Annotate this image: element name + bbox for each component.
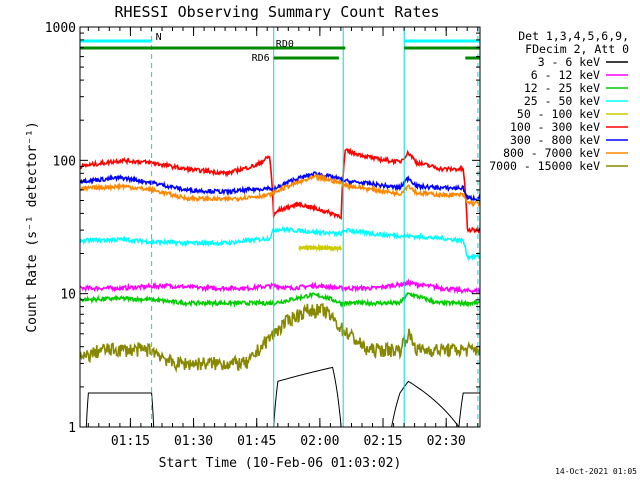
plot-area [80, 27, 480, 427]
legend-label-300-800-kev: 300 - 800 keV [510, 133, 600, 147]
series-line-800-7000-kev [80, 173, 480, 208]
x-tick-label: 02:30 [427, 434, 466, 449]
series-line-100-300-kev [80, 147, 480, 234]
legend-label-800-7000-kev: 800 - 7000 keV [503, 146, 600, 160]
legend-label-3-6-kev: 3 - 6 keV [538, 55, 600, 69]
legend: Det 1,3,4,5,6,9,FDecim 2, Att 03 - 6 keV… [489, 29, 629, 173]
footer-timestamp: 14-Oct-2021 01:05 [555, 467, 637, 476]
chart-title: RHESSI Observing Summary Count Rates [114, 3, 439, 21]
x-tick-label: 02:15 [363, 434, 402, 449]
series-line-6-12-kev [80, 278, 480, 295]
legend-label-6-12-kev: 6 - 12 keV [531, 68, 600, 82]
series-line-3-6-kev [80, 366, 480, 427]
legend-label-50-100-kev: 50 - 100 keV [517, 107, 600, 121]
x-tick-label: 01:45 [237, 434, 276, 449]
flag-label-rd6: RD6 [252, 53, 270, 64]
y-tick-label: 1000 [45, 21, 76, 36]
legend-label-100-300-kev: 100 - 300 keV [510, 120, 600, 134]
series-line-7000-15000-kev [80, 302, 480, 374]
series-line-25-50-kev [80, 225, 480, 262]
flag-label-n: N [156, 32, 162, 43]
x-axis: 01:15 01:30 01:45 02:00 02:15 02:30 [87, 27, 479, 449]
series-line-50-100-kev [298, 243, 342, 253]
legend-header-line: FDecim 2, Att 0 [525, 42, 629, 56]
x-tick-label: 01:30 [174, 434, 213, 449]
x-axis-label: Start Time (10-Feb-06 01:03:02) [159, 456, 402, 471]
x-tick-label: 01:15 [111, 434, 150, 449]
y-tick-label: 100 [53, 154, 76, 169]
y-tick-label: 1 [68, 421, 76, 436]
legend-label-25-50-kev: 25 - 50 keV [524, 94, 600, 108]
series-line-12-25-kev [80, 292, 480, 309]
legend-header-line: Det 1,3,4,5,6,9, [518, 29, 629, 43]
series-line-300-800-kev [80, 171, 480, 202]
x-tick-label: 02:00 [300, 434, 339, 449]
flag-label-rd0: RD0 [276, 39, 294, 50]
y-axis: 1 10 100 1000 [45, 21, 480, 436]
y-axis-label: Count Rate (s⁻¹ detector⁻¹) [25, 121, 40, 332]
plot-frame [79, 26, 481, 428]
legend-label-12-25-kev: 12 - 25 keV [524, 81, 600, 95]
legend-label-7000-15000-kev: 7000 - 15000 keV [489, 159, 600, 173]
y-tick-label: 10 [60, 288, 76, 303]
